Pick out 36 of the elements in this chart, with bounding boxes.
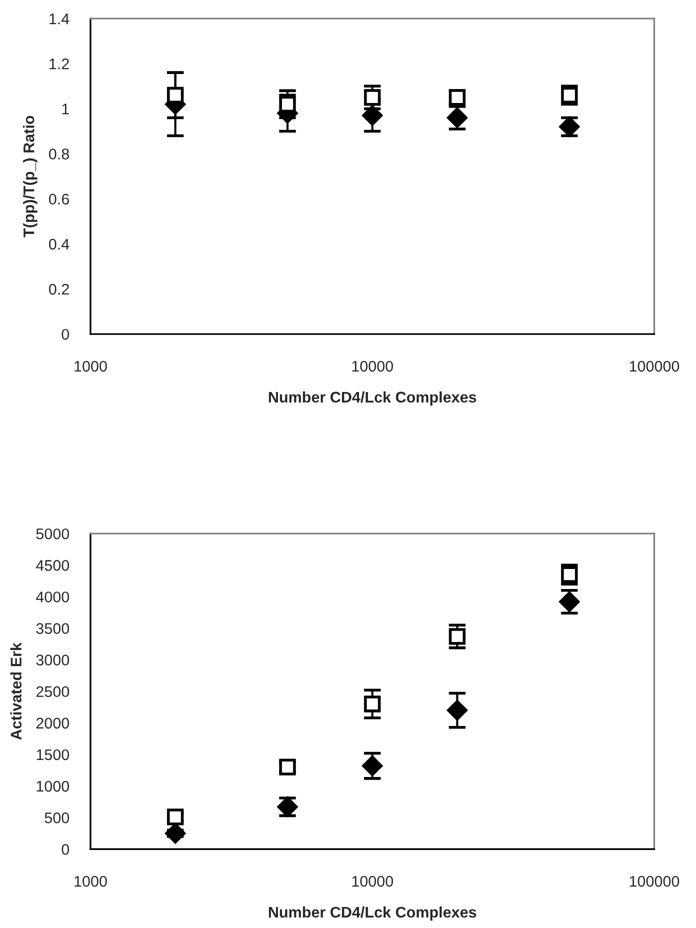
y-tick-label: 1.2 xyxy=(50,58,69,70)
x-tick-label: 1000 xyxy=(74,876,107,887)
y-tick-label: 1500 xyxy=(36,749,70,760)
y-tick-label: 0.8 xyxy=(49,148,69,160)
y-tick-label: 4500 xyxy=(36,560,70,571)
y-tick-label: 1.4 xyxy=(50,14,70,24)
y-tick-label: 0 xyxy=(62,844,70,855)
x-axis-title: Number CD4/Lck Complexes xyxy=(268,906,476,921)
x-tick-label: 100000 xyxy=(630,360,680,372)
y-axis-title: Activated Erk xyxy=(10,642,22,740)
point xyxy=(165,823,186,844)
y-tick-label: 500 xyxy=(44,812,70,824)
y-tick-label: 3500 xyxy=(36,623,70,634)
y-tick-label: 2500 xyxy=(36,686,70,698)
x-tick-label: 100000 xyxy=(630,876,680,887)
point xyxy=(364,89,381,106)
point xyxy=(364,696,381,712)
y-axis-title: T(pp)/T(p_) Ratio xyxy=(23,116,38,238)
point xyxy=(167,86,184,104)
y-tick-label: 5000 xyxy=(36,528,70,540)
y-tick-label: 1 xyxy=(62,104,69,114)
point xyxy=(362,756,383,776)
y-tick-label: 0 xyxy=(62,328,70,340)
y-tick-label: 0.4 xyxy=(49,238,70,250)
x-tick-label: 10000 xyxy=(352,360,394,372)
y-tick-label: 4000 xyxy=(36,592,70,602)
x-axis-title: Number CD4/Lck Complexes xyxy=(268,391,476,406)
y-tick-label: 1000 xyxy=(36,780,70,792)
point xyxy=(167,808,184,826)
y-tick-label: 2000 xyxy=(36,718,70,729)
y-tick-label: 0.6 xyxy=(49,194,69,205)
y-tick-label: 0.2 xyxy=(49,284,69,295)
point xyxy=(362,105,383,126)
x-tick-label: 1000 xyxy=(74,360,107,372)
x-tick-label: 10000 xyxy=(352,876,394,887)
y-tick-label: 3000 xyxy=(36,654,70,666)
